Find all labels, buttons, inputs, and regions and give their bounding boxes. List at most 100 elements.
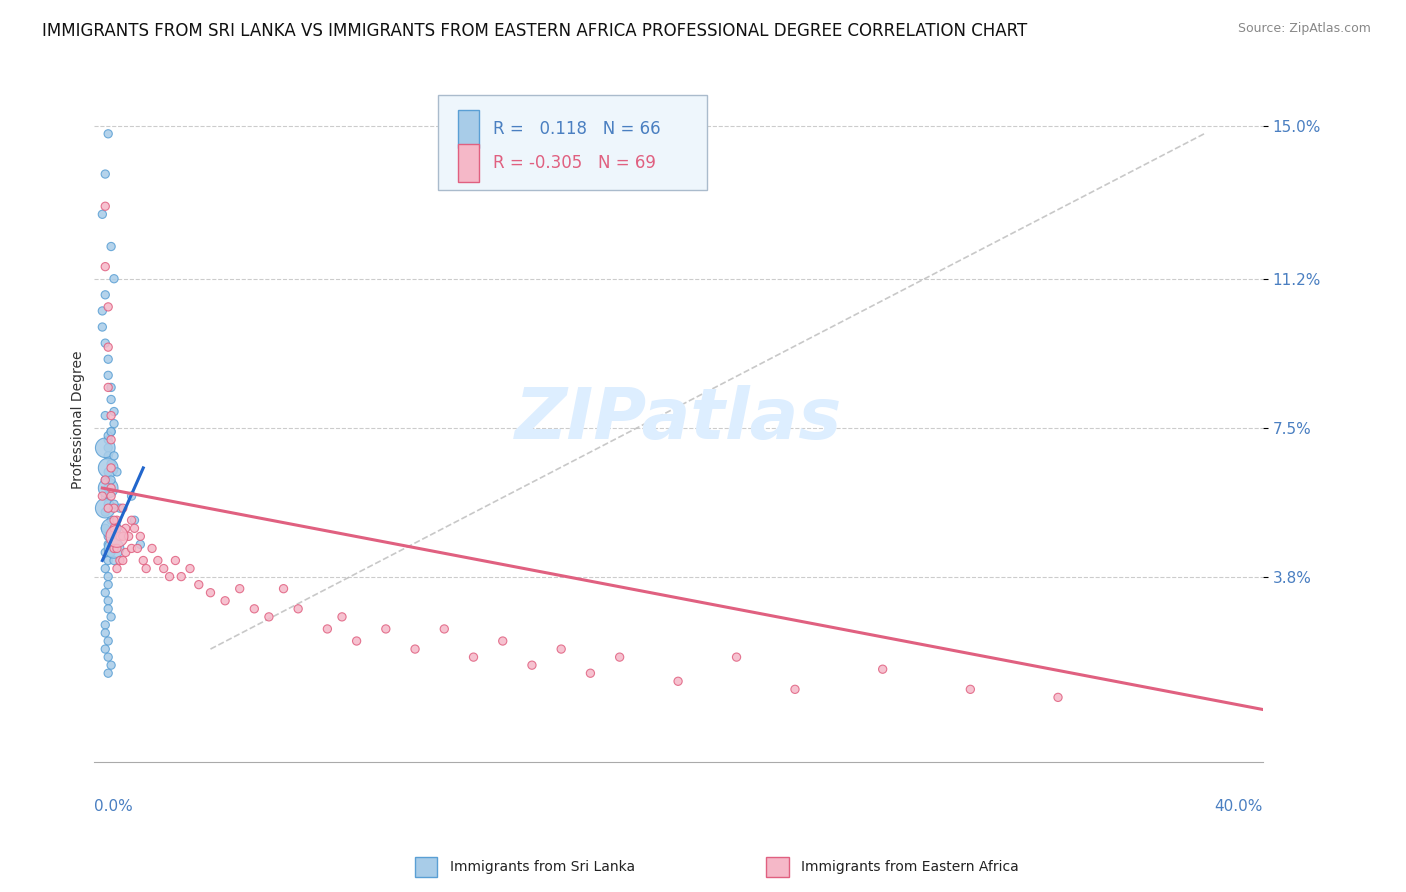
Point	[114, 521, 136, 535]
Point	[100, 658, 122, 673]
Point	[105, 541, 128, 556]
Point	[108, 501, 131, 516]
Point	[94, 626, 117, 640]
Point	[103, 541, 125, 556]
Point	[94, 409, 117, 423]
Point	[105, 561, 128, 575]
Point	[100, 545, 122, 559]
Point	[152, 561, 174, 575]
Point	[94, 336, 117, 351]
Point	[97, 465, 120, 479]
Point	[97, 481, 120, 495]
Point	[100, 425, 122, 439]
Point	[94, 167, 117, 181]
Point	[94, 489, 117, 503]
Point	[108, 553, 131, 567]
Point	[132, 553, 155, 567]
Point	[100, 610, 122, 624]
Point	[97, 340, 120, 354]
Point	[121, 489, 143, 503]
Point	[159, 569, 181, 583]
Point	[97, 537, 120, 551]
Point	[100, 481, 122, 495]
Point	[97, 569, 120, 583]
Point	[187, 577, 209, 591]
Y-axis label: Professional Degree: Professional Degree	[72, 351, 86, 489]
Point	[97, 553, 120, 567]
Point	[97, 352, 120, 367]
Text: 40.0%: 40.0%	[1215, 799, 1263, 814]
Point	[374, 622, 396, 636]
Point	[111, 501, 134, 516]
Point	[100, 380, 122, 394]
Point	[346, 634, 368, 648]
Point	[165, 553, 187, 567]
Point	[170, 569, 193, 583]
Point	[129, 537, 152, 551]
Text: Immigrants from Eastern Africa: Immigrants from Eastern Africa	[801, 860, 1019, 874]
Point	[959, 682, 981, 697]
Point	[103, 513, 125, 527]
Point	[94, 473, 117, 487]
Point	[100, 392, 122, 407]
Text: 0.0%: 0.0%	[94, 799, 132, 814]
Point	[103, 553, 125, 567]
Point	[100, 425, 122, 439]
Point	[105, 513, 128, 527]
Point	[97, 650, 120, 665]
Point	[91, 207, 114, 221]
Point	[100, 489, 122, 503]
Point	[200, 585, 222, 599]
Point	[97, 300, 120, 314]
FancyBboxPatch shape	[458, 145, 479, 182]
Point	[433, 622, 456, 636]
Point	[91, 489, 114, 503]
Point	[97, 602, 120, 616]
Point	[94, 501, 117, 516]
Point	[94, 561, 117, 575]
Point	[228, 582, 250, 596]
Point	[111, 553, 134, 567]
Point	[117, 529, 139, 543]
Point	[94, 545, 117, 559]
Point	[97, 481, 120, 495]
Point	[725, 650, 748, 665]
Point	[94, 441, 117, 455]
Point	[94, 473, 117, 487]
Point	[100, 461, 122, 475]
Point	[316, 622, 339, 636]
Point	[609, 650, 631, 665]
Text: Immigrants from Sri Lanka: Immigrants from Sri Lanka	[450, 860, 636, 874]
Point	[97, 127, 120, 141]
Point	[214, 593, 236, 607]
Point	[108, 529, 131, 543]
Point	[94, 199, 117, 213]
Point	[330, 610, 353, 624]
Point	[97, 577, 120, 591]
Point	[100, 409, 122, 423]
Point	[121, 513, 143, 527]
Point	[100, 513, 122, 527]
Point	[94, 260, 117, 274]
Point	[146, 553, 169, 567]
Point	[97, 501, 120, 516]
Point	[103, 404, 125, 418]
Point	[97, 497, 120, 511]
Point	[103, 501, 125, 516]
Point	[872, 662, 894, 676]
Point	[91, 304, 114, 318]
Text: R =   0.118   N = 66: R = 0.118 N = 66	[494, 120, 661, 137]
Point	[114, 545, 136, 559]
Point	[103, 271, 125, 285]
Point	[124, 513, 146, 527]
Point	[97, 380, 120, 394]
Point	[97, 368, 120, 383]
Point	[121, 541, 143, 556]
Point	[257, 610, 280, 624]
Point	[273, 582, 295, 596]
Point	[97, 593, 120, 607]
Point	[94, 288, 117, 302]
Point	[100, 457, 122, 471]
Point	[404, 642, 426, 657]
Point	[129, 529, 152, 543]
